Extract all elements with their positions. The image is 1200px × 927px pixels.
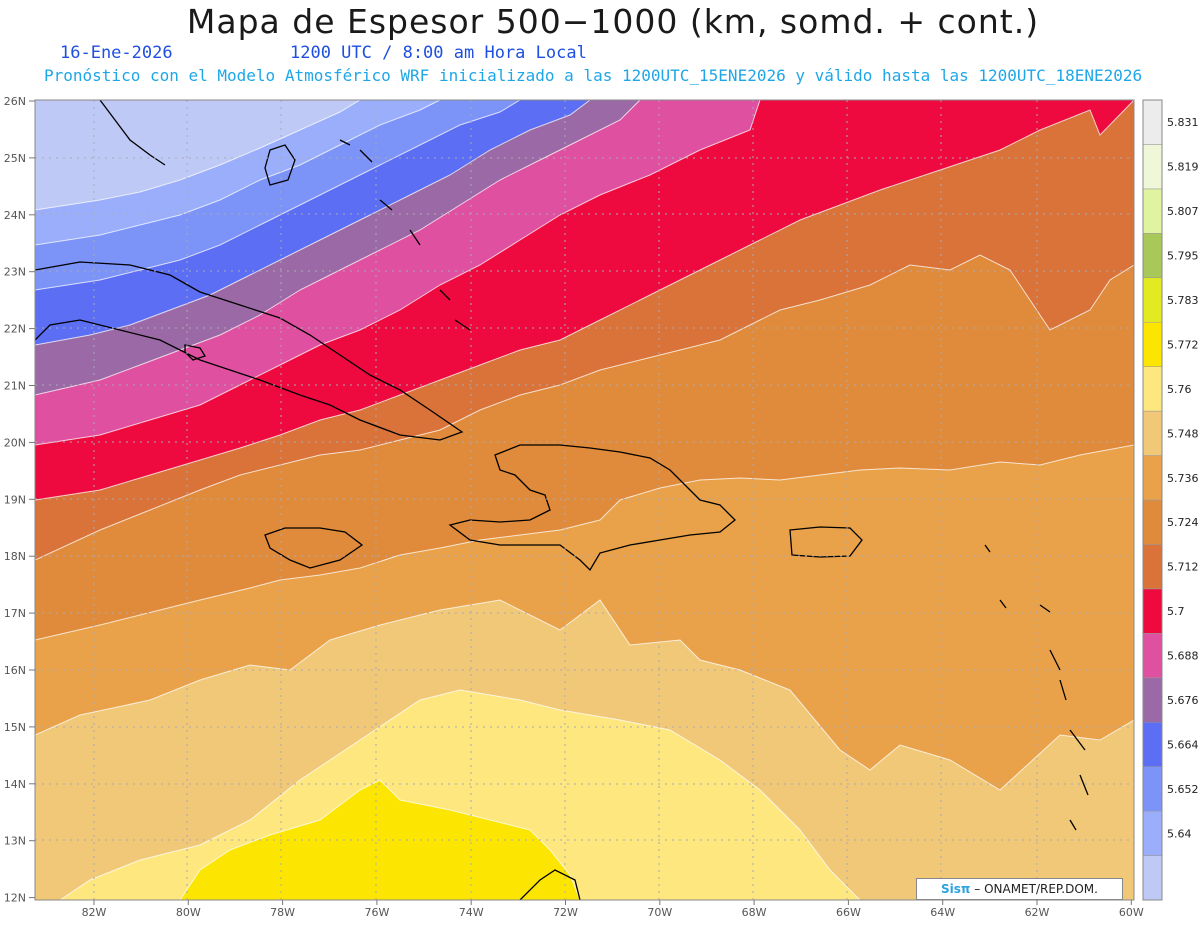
lat-label-19n: 19N [4, 493, 26, 506]
lon-label-80w: 80W [176, 906, 201, 919]
colorbar-label-13: 5.783 [1167, 294, 1199, 307]
lon-label-60w: 60W [1119, 906, 1144, 919]
lon-label-70w: 70W [647, 906, 672, 919]
colorbar-label-9: 5.736 [1167, 472, 1199, 485]
colorbar-label-14: 5.795 [1167, 250, 1199, 263]
colorbar-label-5: 5.688 [1167, 650, 1199, 663]
colorbar-swatch-7 [1142, 544, 1163, 590]
colorbar-swatch-0 [1142, 855, 1163, 901]
lon-label-64w: 64W [930, 906, 955, 919]
bahamas-small [339, 139, 471, 331]
colorbar-swatch-16 [1142, 144, 1163, 190]
longitude-axis: 82W 80W 78W 76W 74W 72W 70W 68W 66W 64W 62W 60W [82, 900, 1144, 919]
colorbar-swatch-6 [1142, 588, 1163, 634]
colorbar-swatch-13 [1142, 277, 1163, 323]
colorbar-swatch-10 [1142, 410, 1163, 456]
colorbar-swatch-3 [1142, 721, 1163, 767]
lat-label-16n: 16N [4, 664, 26, 677]
lat-label-14n: 14N [4, 778, 26, 791]
map-title: Mapa de Espesor 500−1000 (km, somd. + co… [186, 2, 1040, 41]
south-america-coast [519, 869, 581, 900]
colorbar-swatch-14 [1142, 233, 1163, 279]
forecast-info: Pronóstico con el Modelo Atmosférico WRF… [44, 66, 1143, 85]
lon-label-68w: 68W [742, 906, 767, 919]
colorbar-label-2: 5.652 [1167, 783, 1199, 796]
coastlines [35, 100, 1089, 900]
credit-box: Sisπ – ONAMET/REP.DOM. [916, 878, 1123, 900]
lon-label-62w: 62W [1025, 906, 1050, 919]
lesser-antilles [984, 544, 1089, 831]
lat-label-23n: 23N [4, 266, 26, 279]
lon-label-74w: 74W [459, 906, 484, 919]
grid-lines [35, 100, 1134, 900]
latitude-axis: 26N 25N 24N 23N 22N 21N 20N 19N 18N 17N 16N 15N 14N 1… [4, 95, 35, 905]
lat-label-12n: 12N [4, 892, 26, 905]
lat-label-26n: 26N [4, 95, 26, 108]
lat-label-25n: 25N [4, 152, 26, 165]
lon-label-82w: 82W [82, 906, 107, 919]
isla-de-la-juventud [184, 344, 206, 361]
plot-frame [34, 99, 1135, 901]
lon-label-66w: 66W [836, 906, 861, 919]
colorbar-swatch-17 [1142, 99, 1163, 145]
colorbar-swatch-9 [1142, 455, 1163, 501]
lat-label-15n: 15N [4, 721, 26, 734]
colorbar-swatch-11 [1142, 366, 1163, 412]
colorbar-swatch-8 [1142, 499, 1163, 545]
colorbar-label-7: 5.712 [1167, 561, 1199, 574]
colorbar-label-1: 5.64 [1167, 827, 1192, 840]
colorbar-swatch-2 [1142, 766, 1163, 812]
colorbar-label-3: 5.664 [1167, 738, 1199, 751]
colorbar-swatch-12 [1142, 321, 1163, 367]
lat-label-24n: 24N [4, 209, 26, 222]
time-label: 1200 UTC / 8:00 am Hora Local [290, 43, 587, 63]
contour-lines [35, 100, 1134, 900]
colorbar-label-8: 5.724 [1167, 516, 1199, 529]
credit-text: – ONAMET/REP.DOM. [974, 882, 1098, 896]
colorbar-swatch-15 [1142, 188, 1163, 234]
lat-label-20n: 20N [4, 436, 26, 449]
bahamas-andros [264, 144, 296, 186]
lat-label-22n: 22N [4, 323, 26, 336]
colorbar-label-11: 5.76 [1167, 383, 1192, 396]
puerto-rico-coast [789, 526, 863, 558]
colorbar-label-10: 5.748 [1167, 427, 1199, 440]
colorbar: 5.64 5.652 5.664 5.676 5.688 5.7 5.712 5.724 5.7… [1142, 99, 1199, 901]
lat-label-18n: 18N [4, 550, 26, 563]
hispaniola-coast [448, 444, 736, 572]
lon-label-76w: 76W [364, 906, 389, 919]
colorbar-swatch-4 [1142, 677, 1163, 723]
colorbar-label-4: 5.676 [1167, 694, 1199, 707]
colorbar-label-17: 5.831 [1167, 116, 1199, 129]
band-lowest [35, 100, 360, 210]
lat-label-13n: 13N [4, 835, 26, 848]
colorbar-label-12: 5.772 [1167, 338, 1199, 351]
colorbar-swatch-1 [1142, 810, 1163, 856]
date-label: 16-Ene-2026 [60, 43, 173, 63]
colorbar-swatch-5 [1142, 633, 1163, 679]
colorbar-label-16: 5.819 [1167, 161, 1199, 174]
sispi-logo: Sisπ [941, 882, 971, 896]
lat-label-17n: 17N [4, 607, 26, 620]
cuba-coast [35, 261, 464, 441]
lon-label-72w: 72W [553, 906, 578, 919]
jamaica-coast [264, 527, 364, 569]
colorbar-label-6: 5.7 [1167, 605, 1185, 618]
colorbar-label-15: 5.807 [1167, 205, 1199, 218]
lon-label-78w: 78W [270, 906, 295, 919]
lat-label-21n: 21N [4, 380, 26, 393]
